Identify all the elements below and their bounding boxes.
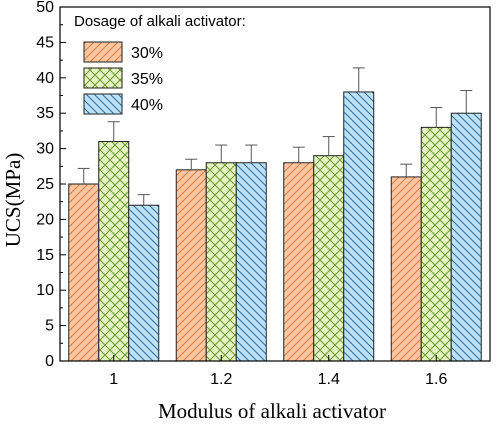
bar-30pct-1.2: [175, 169, 207, 362]
x-tick-label: 1.2: [210, 371, 232, 388]
y-tick-label: 35: [36, 105, 54, 122]
bar-35pct-1.4: [313, 155, 345, 362]
legend-title: Dosage of alkali activator:: [74, 13, 246, 30]
x-axis-title: Modulus of alkali activator: [158, 399, 386, 423]
legend-label-30pct: 30%: [131, 45, 163, 62]
x-tick-label: 1.6: [425, 371, 447, 388]
legend: Dosage of alkali activator: 30% 35% 40%: [74, 13, 246, 115]
bar-30pct-1.4: [283, 162, 315, 362]
bar-40pct-1: [128, 204, 160, 362]
y-tick-label: 30: [36, 141, 54, 158]
y-tick-label: 0: [45, 353, 54, 370]
bar-30pct-1.6: [390, 176, 422, 362]
legend-label-35pct: 35%: [131, 71, 163, 88]
legend-swatch-35pct: [83, 67, 123, 89]
bar-35pct-1: [98, 141, 130, 362]
y-tick-label: 20: [36, 211, 54, 228]
bar-30pct-1: [68, 183, 100, 362]
y-tick-label: 25: [36, 176, 54, 193]
x-tick-label: 1.4: [318, 371, 340, 388]
bar-40pct-1.6: [450, 112, 482, 362]
y-tick-label: 50: [36, 0, 54, 16]
bar-35pct-1.6: [420, 126, 452, 362]
bar-35pct-1.2: [205, 162, 237, 362]
axes-group: 0 5 10 15 20 25 30 35 40 45 50 1 1.2 1.4 1.6: [36, 0, 491, 388]
x-tick-label: 1: [109, 371, 118, 388]
bar-40pct-1.2: [235, 162, 267, 362]
legend-label-40pct: 40%: [131, 97, 163, 114]
y-tick-label: 40: [36, 70, 54, 87]
legend-swatch-40pct: [83, 93, 123, 115]
y-tick-label: 5: [45, 318, 54, 335]
error-bars-group: [77, 67, 473, 206]
y-tick-label: 15: [36, 247, 54, 264]
legend-swatch-30pct: [83, 41, 123, 63]
bar-40pct-1.4: [343, 91, 375, 362]
y-tick-label: 10: [36, 282, 54, 299]
y-axis-title: UCS(MPa): [1, 153, 25, 248]
bars-group: [68, 91, 482, 362]
y-tick-label: 45: [36, 34, 54, 51]
